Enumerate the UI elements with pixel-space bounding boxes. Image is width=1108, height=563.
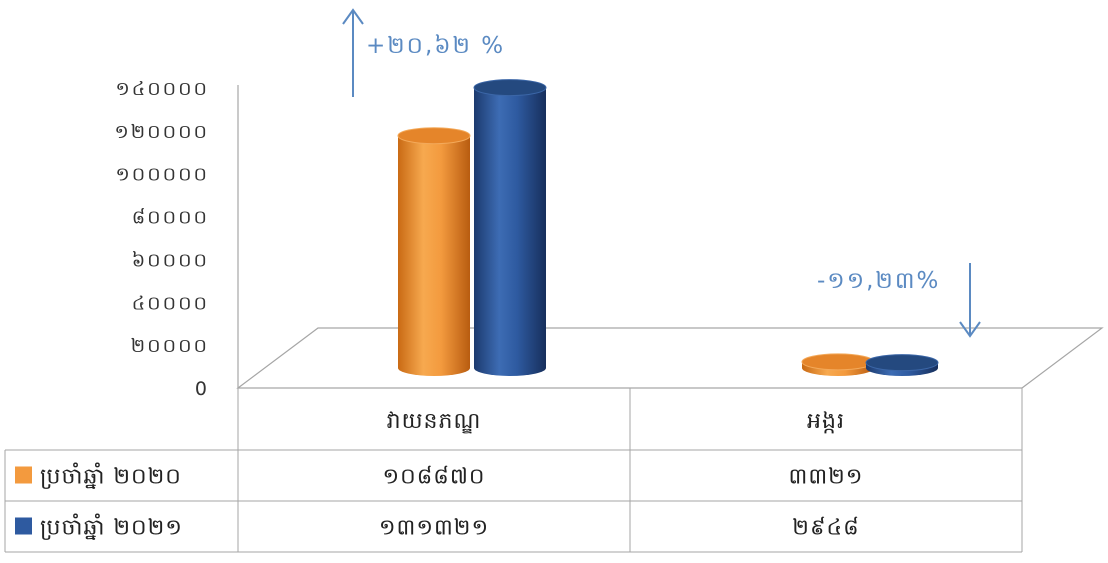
table-value: ១៣១៣២១ [379, 516, 489, 541]
category-label: វាយនភណ្ឌ [387, 409, 482, 434]
legend-swatch [15, 466, 32, 484]
bar-top [801, 353, 875, 371]
series-name: ប្រចាំឆ្នាំ ២០២១ [40, 514, 183, 541]
table-value: ៣៣២១ [789, 465, 864, 490]
legend-swatch [15, 517, 32, 535]
category-label: អង្ករ [807, 409, 845, 434]
y-tick-label: ១០០០០០ [115, 164, 209, 186]
annotation-increase: +២០,៦២ % [366, 33, 505, 59]
bar-អង្ករ-1 [865, 354, 939, 376]
series-name: ប្រចាំឆ្នាំ ២០២០ [40, 463, 182, 490]
annotation-decrease: -១១,២៣% [817, 268, 940, 294]
y-tick-label: ១៤០០០០ [115, 78, 209, 100]
bar-top [473, 79, 547, 97]
down-arrow-head [959, 321, 981, 338]
y-tick-label: ៦០០០០ [132, 249, 209, 271]
bar-top [397, 127, 471, 145]
y-tick-label: ៤០០០០ [132, 292, 209, 314]
table-value: ២៩៤៨ [792, 516, 859, 541]
y-tick-label: ៨០០០០ [132, 207, 209, 229]
y-tick-label: 0 [195, 378, 209, 400]
chart-floor [236, 327, 1104, 389]
bar-អង្ករ-0 [801, 353, 875, 376]
bar-វាយនភណ្ឌ-0 [397, 127, 471, 376]
up-arrow-head [342, 8, 364, 25]
y-tick-label: ១២០០០០ [114, 121, 209, 143]
y-tick-label: ២០០០០ [131, 335, 209, 357]
bar-body [398, 135, 470, 368]
bar-body [474, 87, 546, 369]
bar-វាយនភណ្ឌ-1 [473, 79, 547, 376]
bar-top [865, 354, 939, 372]
table-value: ១០៨៨៧០ [382, 465, 485, 490]
